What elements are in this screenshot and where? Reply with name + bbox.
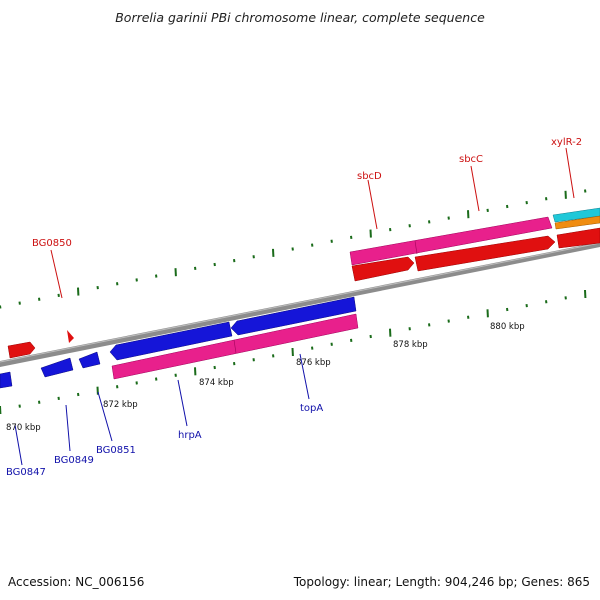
tick-label-876: 876 kbp: [296, 358, 331, 368]
label-BG0851[interactable]: BG0851: [96, 445, 136, 456]
label-xylR-2[interactable]: xylR-2: [551, 137, 582, 148]
cds-orange[interactable]: [554, 215, 600, 230]
accession-text: Accession: NC_006156: [8, 575, 145, 589]
label-hrpA[interactable]: hrpA: [178, 430, 202, 441]
label-BG0847[interactable]: BG0847: [6, 467, 46, 478]
tick-label-878: 878 kbp: [393, 340, 428, 350]
tick-label-874: 874 kbp: [199, 378, 234, 388]
cds-sbcD-sbcC[interactable]: [349, 216, 553, 266]
tick-label-880: 880 kbp: [490, 322, 525, 332]
gene-BG0847[interactable]: [0, 371, 13, 389]
label-BG0849[interactable]: BG0849: [54, 455, 94, 466]
label-BG0850[interactable]: BG0850: [32, 238, 72, 249]
gene-sbcD[interactable]: [351, 256, 415, 282]
forward-strand-dots: [0, 189, 587, 309]
label-topA[interactable]: topA: [300, 403, 323, 414]
gene-topA[interactable]: [230, 296, 357, 336]
label-sbcC[interactable]: sbcC: [459, 154, 483, 165]
cds-cyan[interactable]: [552, 207, 600, 223]
reverse-strand-dots: [0, 289, 587, 415]
tick-label-870: 870 kbp: [6, 423, 41, 433]
gene-hrpA[interactable]: [109, 321, 233, 361]
gene-BG0851[interactable]: [78, 351, 101, 369]
gene-xylR-2[interactable]: [556, 227, 600, 249]
label-sbcD[interactable]: sbcD: [357, 171, 382, 182]
gene-forward-left[interactable]: [7, 341, 36, 359]
map-title: Borrelia garinii PBi chromosome linear, …: [115, 10, 485, 25]
gene-BG0850[interactable]: [67, 330, 74, 343]
gene-sbcC[interactable]: [414, 235, 556, 272]
gene-BG0849[interactable]: [40, 357, 74, 378]
tick-label-872: 872 kbp: [103, 400, 138, 410]
topology-text: Topology: linear; Length: 904,246 bp; Ge…: [293, 575, 590, 589]
